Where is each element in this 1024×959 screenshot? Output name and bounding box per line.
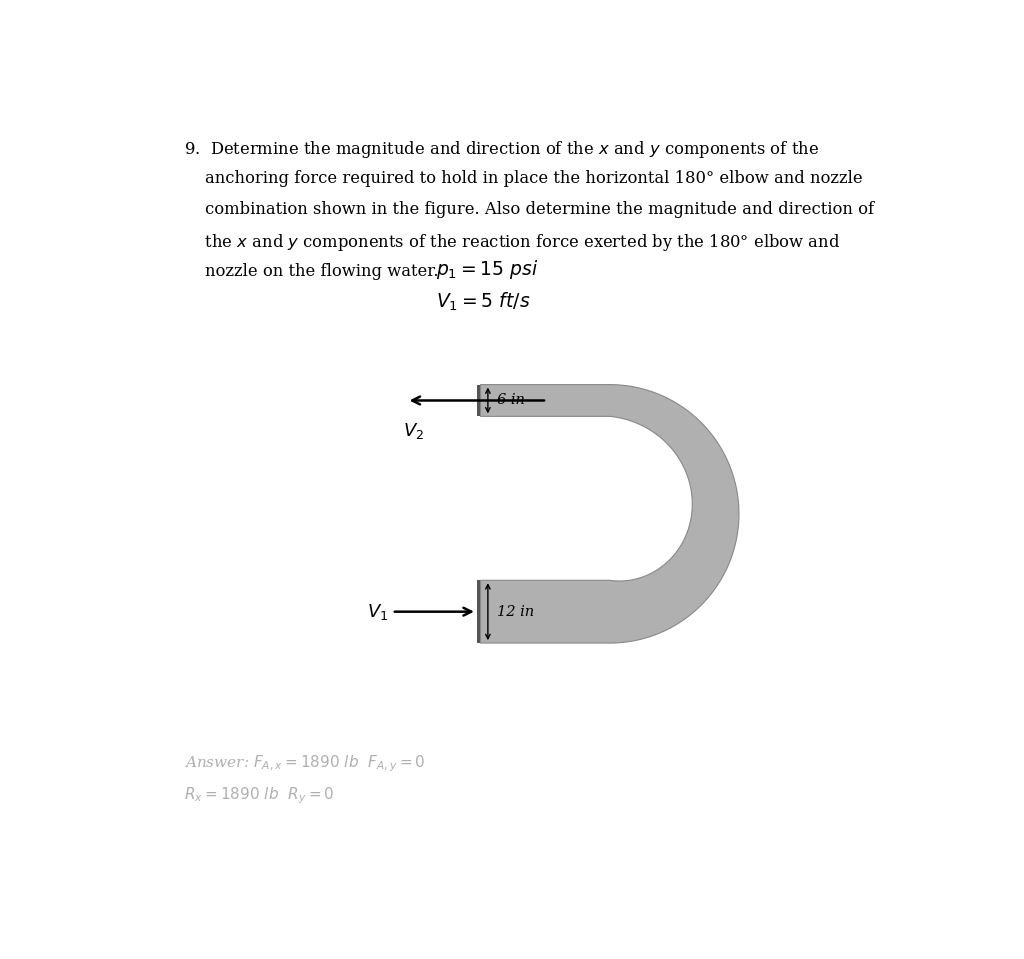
Polygon shape [477, 385, 480, 416]
Text: 9.  Determine the magnitude and direction of the $x$ and $y$ components of the: 9. Determine the magnitude and direction… [183, 139, 818, 160]
Text: the $x$ and $y$ components of the reaction force exerted by the 180° elbow and: the $x$ and $y$ components of the reacti… [183, 232, 840, 253]
Text: $V_2$: $V_2$ [403, 421, 424, 441]
Text: combination shown in the figure. Also determine the magnitude and direction of: combination shown in the figure. Also de… [183, 200, 873, 218]
Text: $V_1 = 5\ ft/s$: $V_1 = 5\ ft/s$ [436, 291, 530, 314]
Text: 6 in: 6 in [497, 393, 524, 408]
Text: anchoring force required to hold in place the horizontal 180° elbow and nozzle: anchoring force required to hold in plac… [183, 170, 862, 187]
Text: $p_1 = 15\ psi$: $p_1 = 15\ psi$ [436, 258, 539, 281]
Text: $V_1$: $V_1$ [367, 601, 388, 621]
Text: $R_x = 1890\ lb\ \ R_y = 0$: $R_x = 1890\ lb\ \ R_y = 0$ [183, 784, 334, 806]
Polygon shape [480, 385, 739, 643]
Text: 12 in: 12 in [497, 605, 534, 619]
Text: Answer: $F_{A,x} = 1890\ lb\ \ F_{A,y} = 0$: Answer: $F_{A,x} = 1890\ lb\ \ F_{A,y} =… [183, 753, 425, 774]
Text: nozzle on the flowing water.: nozzle on the flowing water. [183, 263, 438, 280]
Polygon shape [477, 580, 480, 643]
